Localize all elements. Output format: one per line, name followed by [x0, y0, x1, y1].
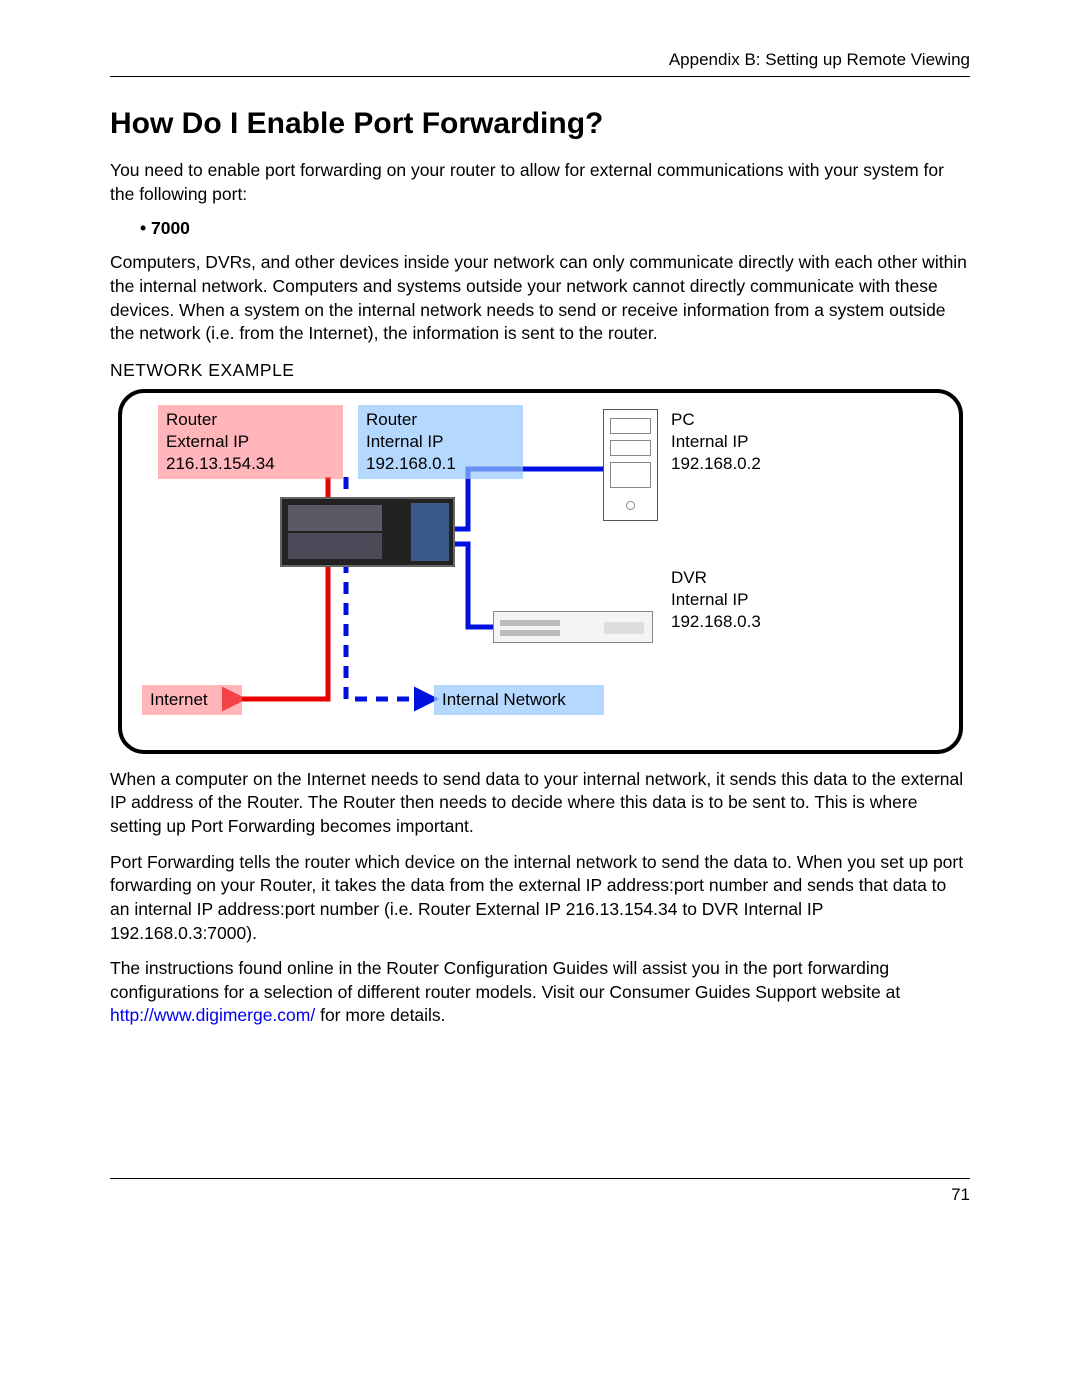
- para5-post: for more details.: [315, 1005, 445, 1025]
- para-instructions: The instructions found online in the Rou…: [110, 957, 970, 1028]
- divider-top: [110, 76, 970, 77]
- pc-label: PC Internal IP 192.168.0.2: [671, 409, 761, 475]
- pc-line2: Internal IP: [671, 431, 761, 453]
- router-internal-box: Router Internal IP 192.168.0.1: [358, 405, 523, 479]
- router-ext-line2: External IP: [166, 431, 335, 453]
- router-external-box: Router External IP 216.13.154.34: [158, 405, 343, 479]
- internet-box: Internet: [142, 685, 242, 715]
- para-when-computer: When a computer on the Internet needs to…: [110, 768, 970, 839]
- dvr-line1: DVR: [671, 567, 761, 589]
- pc-line3: 192.168.0.2: [671, 453, 761, 475]
- pc-line1: PC: [671, 409, 761, 431]
- router-ext-line1: Router: [166, 409, 335, 431]
- website-link[interactable]: http://www.digimerge.com/: [110, 1005, 315, 1025]
- divider-bottom: [110, 1178, 970, 1179]
- intro-paragraph: You need to enable port forwarding on yo…: [110, 159, 970, 206]
- blue-dvr-line: [455, 544, 493, 627]
- para5-pre: The instructions found online in the Rou…: [110, 958, 900, 1002]
- internal-network-box: Internal Network: [434, 685, 604, 715]
- internet-text: Internet: [150, 690, 208, 709]
- page-title: How Do I Enable Port Forwarding?: [110, 107, 970, 141]
- network-diagram: Router External IP 216.13.154.34 Router …: [118, 389, 963, 754]
- port-bullet: • 7000: [140, 218, 970, 239]
- internal-network-text: Internal Network: [442, 690, 566, 709]
- explanation-paragraph: Computers, DVRs, and other devices insid…: [110, 251, 970, 346]
- dvr-label: DVR Internal IP 192.168.0.3: [671, 567, 761, 633]
- pc-icon: [603, 409, 658, 521]
- section-subtitle: NETWORK EXAMPLE: [110, 360, 970, 381]
- router-screen-icon: [280, 497, 455, 567]
- router-int-line2: Internal IP: [366, 431, 515, 453]
- dvr-icon: [493, 611, 653, 643]
- router-ext-line3: 216.13.154.34: [166, 453, 335, 475]
- router-int-line3: 192.168.0.1: [366, 453, 515, 475]
- router-int-line1: Router: [366, 409, 515, 431]
- para-port-forwarding: Port Forwarding tells the router which d…: [110, 851, 970, 946]
- dvr-line2: Internal IP: [671, 589, 761, 611]
- dvr-line3: 192.168.0.3: [671, 611, 761, 633]
- page-header: Appendix B: Setting up Remote Viewing: [110, 50, 970, 70]
- page-number: 71: [110, 1185, 970, 1205]
